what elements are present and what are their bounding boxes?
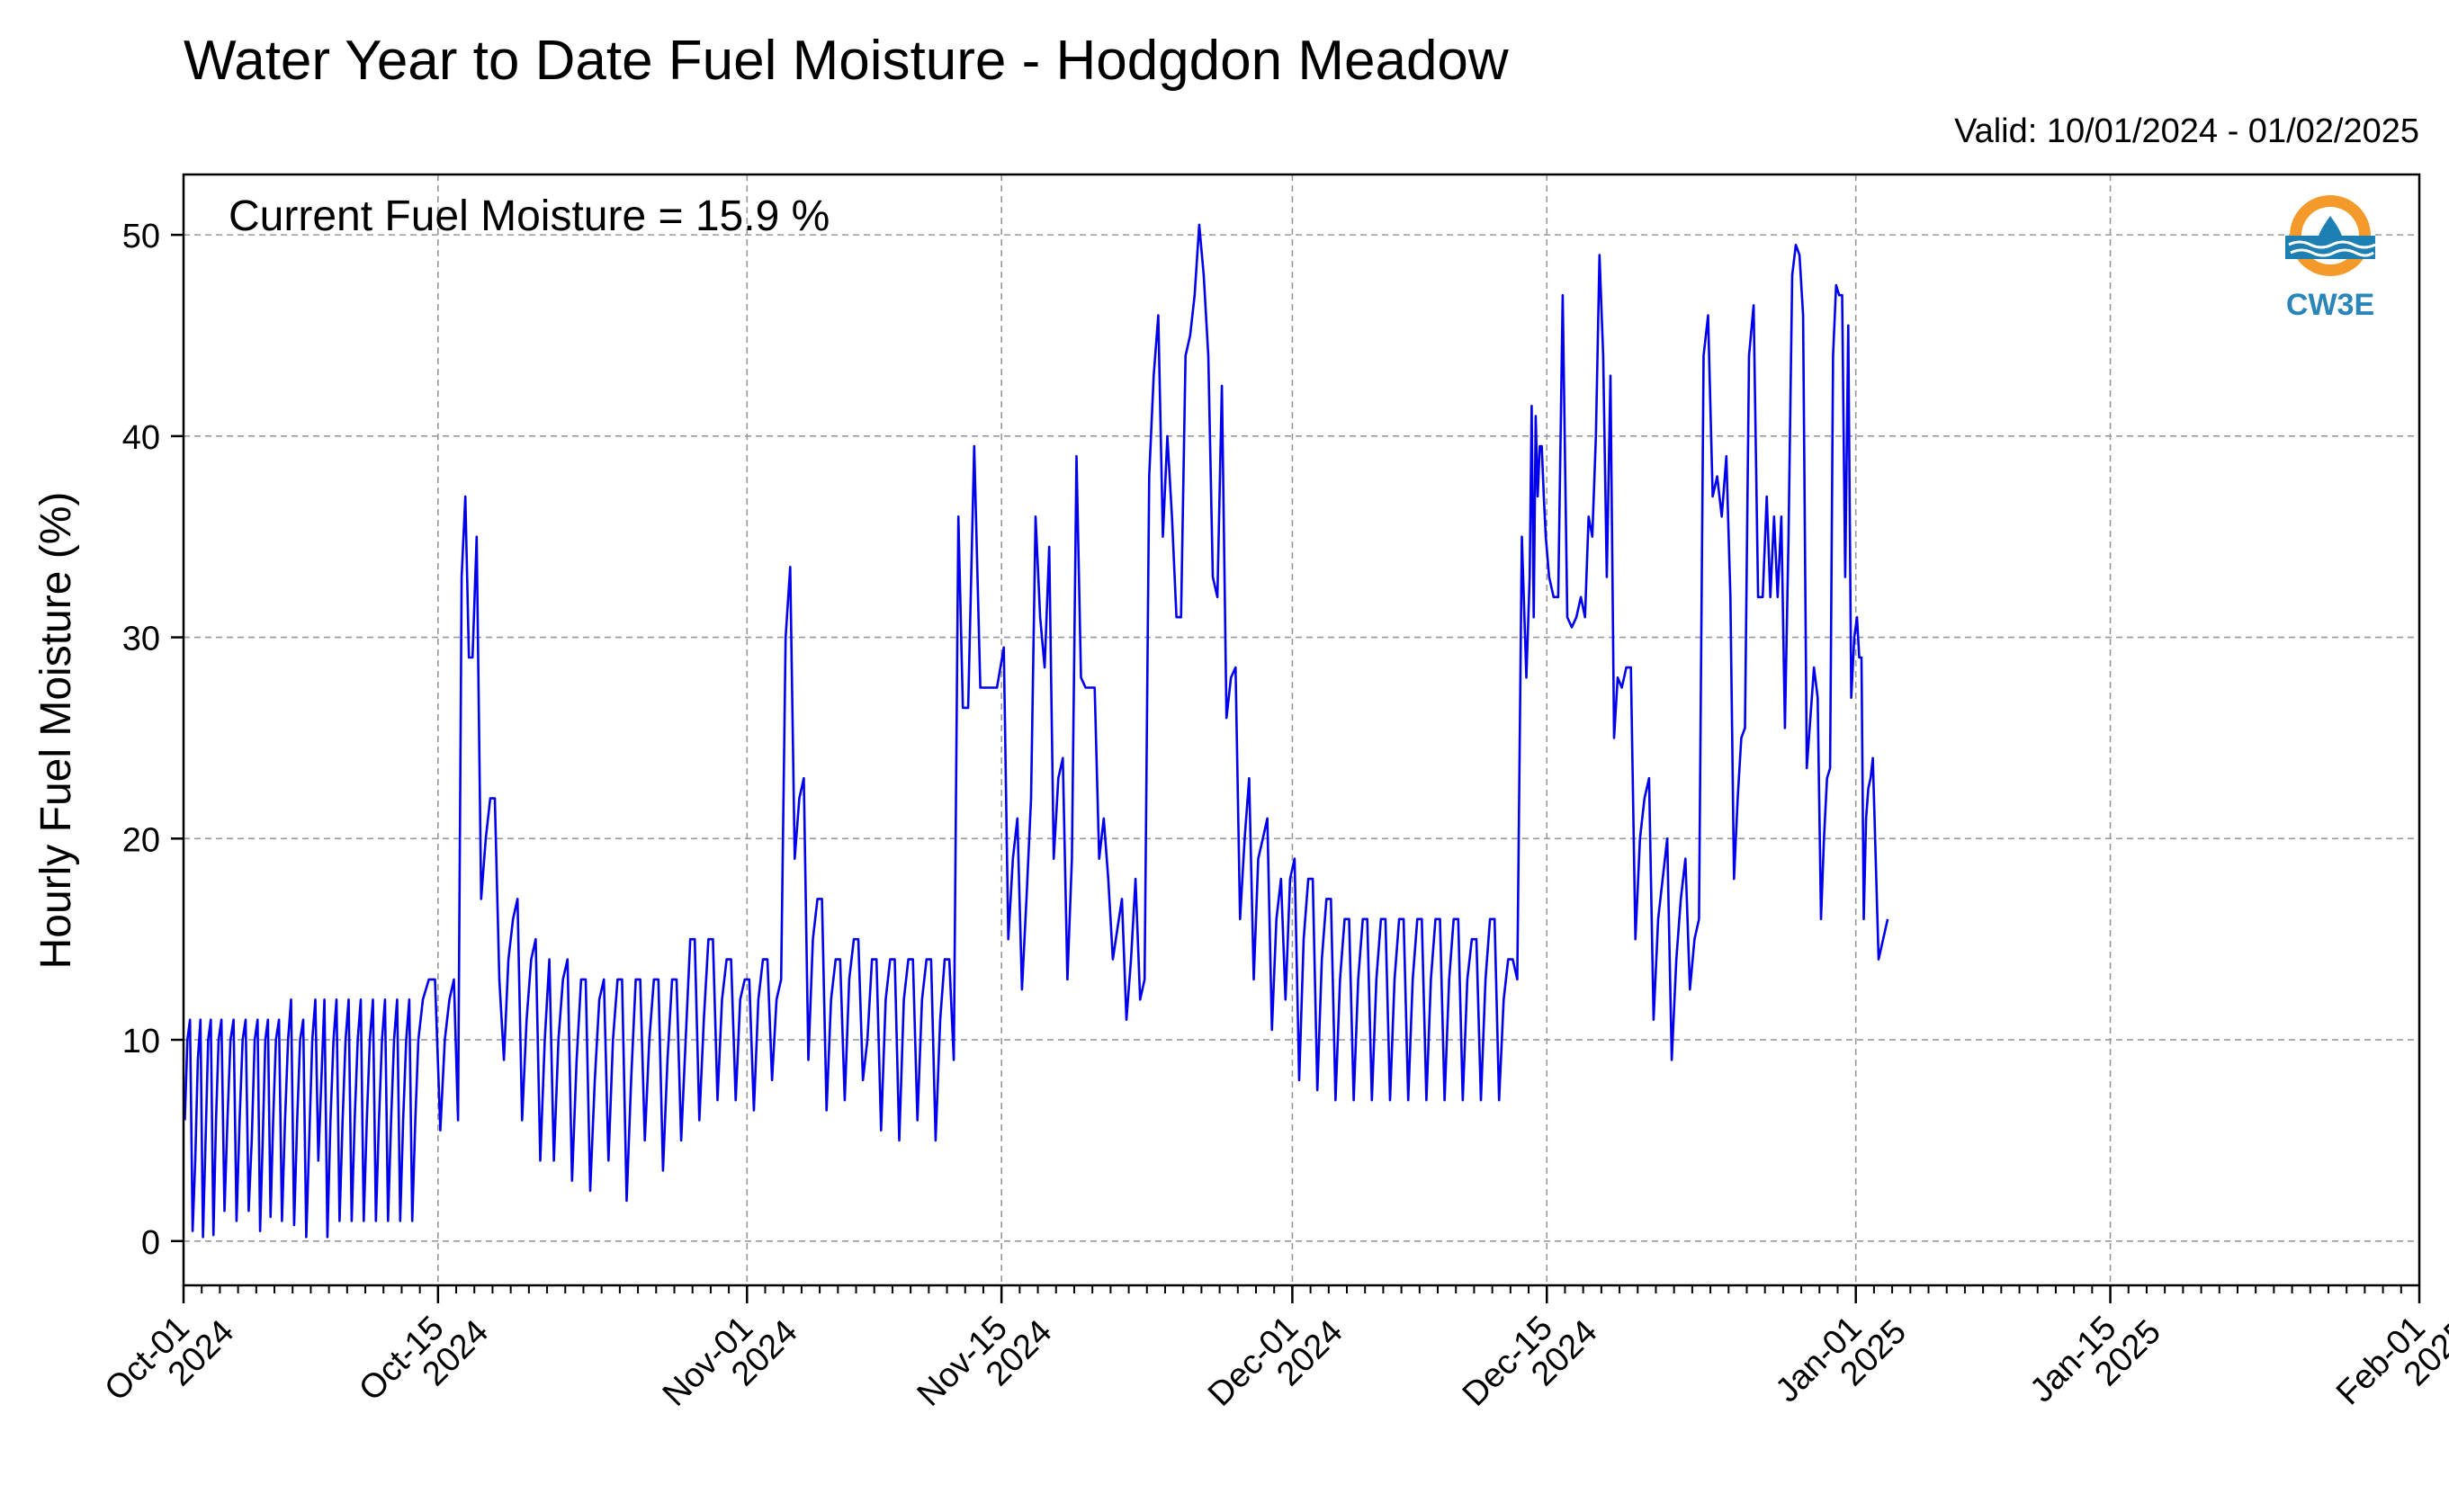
y-tick-label: 40 [122,419,160,457]
y-tick-label: 50 [122,218,160,255]
valid-range-label: Valid: 10/01/2024 - 01/02/2025 [1954,112,2419,150]
grid-lines [183,174,2420,1285]
logo-text: CW3E [2286,288,2374,322]
y-tick-label: 20 [122,821,160,859]
y-tick-label: 0 [141,1224,160,1262]
y-axis-label: Hourly Fuel Moisture (%) [32,492,80,970]
cw3e-logo: CW3E [2285,195,2376,322]
plot-frame [182,173,2421,1287]
chart-title: Water Year to Date Fuel Moisture - Hodgd… [184,30,1509,92]
current-fuel-moisture-annotation: Current Fuel Moisture = 15.9 % [229,192,830,240]
logo-wave-line-2 [2290,248,2374,257]
fuel-moisture-series-line [184,223,1889,1239]
logo-wave-line [2288,240,2376,249]
series-layer [184,223,1889,1239]
y-axis-ticks: 0 10 20 30 40 50 [122,218,184,1262]
y-tick-label: 10 [122,1023,160,1060]
y-tick-label: 30 [122,621,160,658]
